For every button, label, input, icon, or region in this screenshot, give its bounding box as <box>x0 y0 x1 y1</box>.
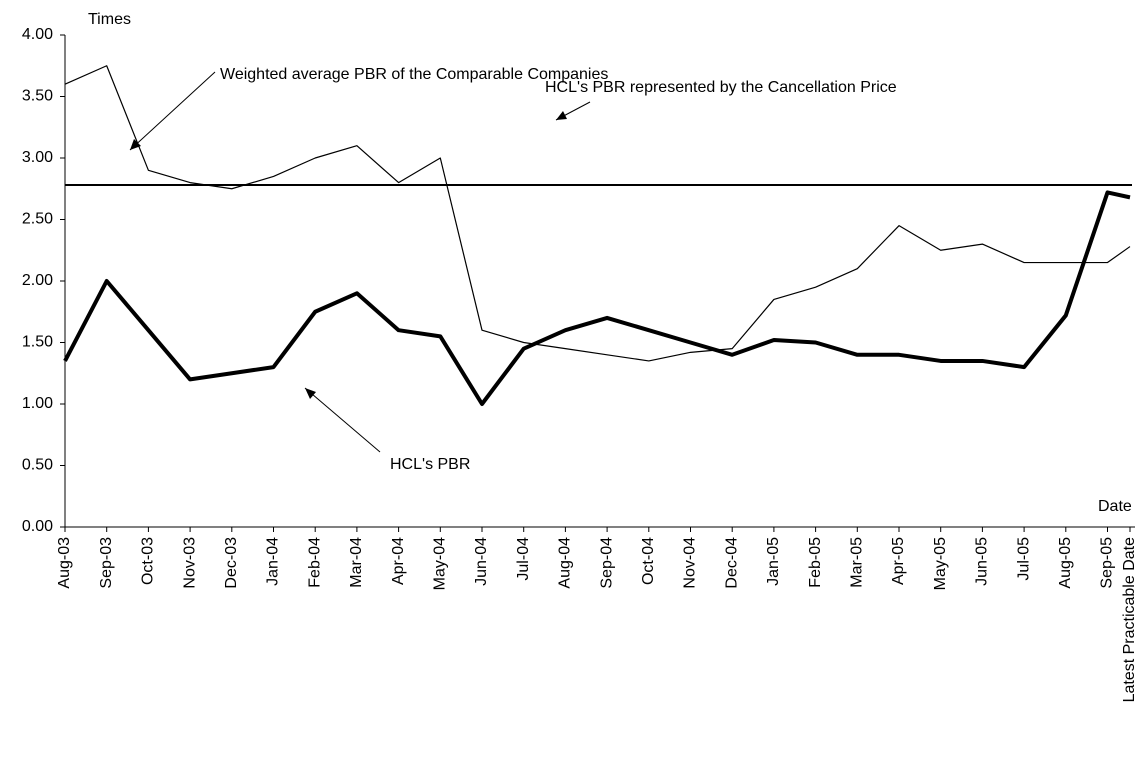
y-axis-label: Times <box>88 11 131 28</box>
x-tick-label: Jan-04 <box>265 537 282 586</box>
series-annotation: HCL's PBR <box>390 456 470 473</box>
series-line <box>64 65 1131 362</box>
y-tick-label: 0.00 <box>22 518 53 535</box>
x-tick-label: Aug-05 <box>1057 537 1074 589</box>
arrowhead <box>130 139 141 150</box>
annotation-arrow <box>304 387 381 453</box>
x-tick-label: Sep-04 <box>598 537 615 589</box>
y-tick-label: 4.00 <box>22 26 53 43</box>
x-axis-label: Date <box>1098 498 1132 515</box>
x-tick-label: Feb-04 <box>306 537 323 588</box>
reference-label: HCL's PBR represented by the Cancellatio… <box>545 79 897 96</box>
x-tick-label: Latest Practicable Date <box>1121 537 1138 703</box>
annotation-arrow <box>129 71 216 151</box>
x-tick-label: Apr-04 <box>390 537 407 585</box>
x-tick-label: Sep-03 <box>98 537 115 589</box>
arrowhead <box>556 111 567 120</box>
x-tick-label: Nov-03 <box>181 537 198 589</box>
y-tick-label: 2.50 <box>22 211 53 228</box>
x-tick-label: Apr-05 <box>890 537 907 585</box>
x-tick-label: Dec-03 <box>223 537 240 589</box>
x-tick-label: Nov-04 <box>682 537 699 589</box>
y-tick-label: 1.50 <box>22 334 53 351</box>
x-tick-label: Jul-04 <box>515 537 532 581</box>
x-tick-label: Jul-05 <box>1015 537 1032 581</box>
x-tick-label: May-04 <box>432 537 449 590</box>
series-line <box>63 190 1131 406</box>
arrowhead <box>305 388 316 399</box>
y-tick-label: 0.50 <box>22 457 53 474</box>
x-tick-label: Aug-04 <box>557 537 574 589</box>
x-tick-label: Jun-04 <box>473 537 490 586</box>
x-tick-label: Dec-04 <box>723 537 740 589</box>
y-tick-label: 3.50 <box>22 88 53 105</box>
y-tick-label: 1.00 <box>22 395 53 412</box>
x-tick-label: Feb-05 <box>807 537 824 588</box>
x-tick-label: May-05 <box>932 537 949 590</box>
y-tick-label: 2.00 <box>22 272 53 289</box>
x-tick-label: Oct-03 <box>140 537 157 585</box>
x-tick-label: Mar-05 <box>849 537 866 588</box>
x-tick-label: Oct-04 <box>640 537 657 585</box>
y-tick-label: 3.00 <box>22 149 53 166</box>
x-tick-label: Sep-05 <box>1099 537 1116 589</box>
x-tick-label: Jan-05 <box>765 537 782 586</box>
x-tick-label: Jun-05 <box>974 537 991 586</box>
x-tick-label: Mar-04 <box>348 537 365 588</box>
series-annotation: Weighted average PBR of the Comparable C… <box>220 66 608 83</box>
x-tick-label: Aug-03 <box>56 537 73 589</box>
